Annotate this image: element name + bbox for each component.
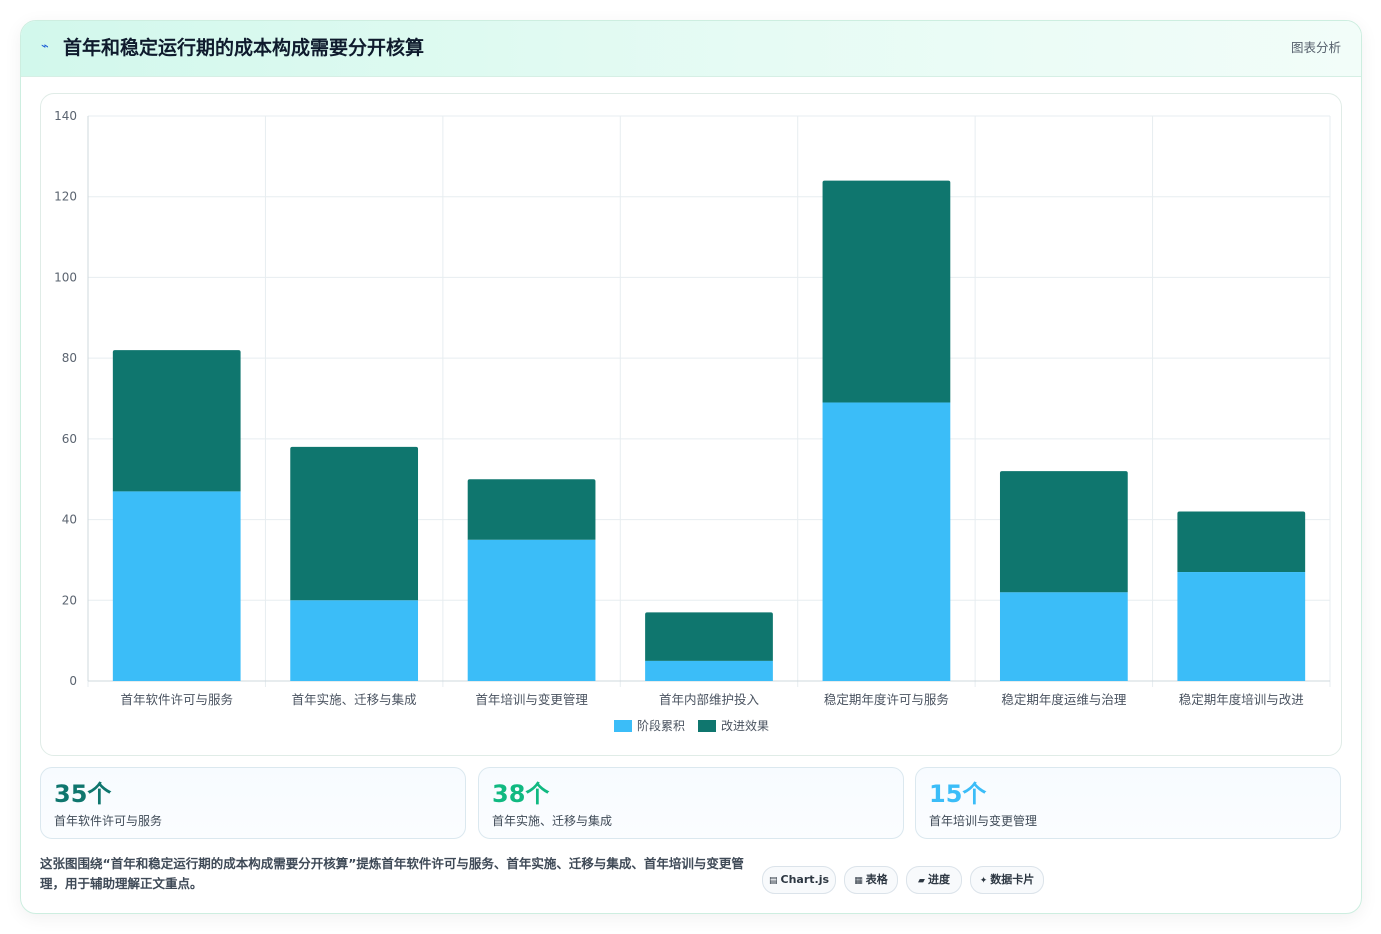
chart-card: ⌁ 首年和稳定运行期的成本构成需要分开核算 图表分析 0 20 40 60 80 100 1… — [20, 20, 1362, 914]
bar-segment-1 — [1177, 572, 1306, 681]
y-tick-label: 120 — [54, 190, 77, 204]
bar-segment-1 — [822, 402, 951, 681]
y-tick-label: 60 — [62, 432, 77, 446]
legend-swatch — [698, 720, 716, 732]
bar-segment-2 — [822, 180, 951, 403]
x-tick-label: 稳定期年度培训与改进 — [1179, 692, 1305, 707]
bar-segment-1 — [290, 600, 419, 681]
tag-chartjs[interactable]: ▤ Chart.js — [762, 866, 836, 894]
stat-value: 38个 — [492, 780, 550, 808]
y-tick-label: 0 — [69, 674, 77, 688]
x-tick-label: 首年内部维护投入 — [659, 692, 760, 707]
tag-table[interactable]: ▦ 表格 — [844, 866, 898, 894]
y-tick-label: 80 — [62, 351, 77, 365]
chart-icon: ▤ — [768, 876, 778, 886]
bar-segment-2 — [999, 471, 1128, 593]
sparkle-icon: ✦ — [979, 876, 988, 886]
y-tick-label: 40 — [62, 513, 77, 527]
stat-value: 35个 — [54, 780, 112, 808]
stat-cards: 35个 首年软件许可与服务 38个 首年实施、迁移与集成 15个 首年培训与变更… — [40, 767, 1342, 839]
tag-label: Chart.js — [780, 873, 830, 886]
y-tick-label: 20 — [62, 593, 77, 607]
tag-label: 表格 — [865, 873, 888, 886]
stat-label: 首年实施、迁移与集成 — [492, 814, 613, 828]
legend-label: 改进效果 — [721, 718, 769, 733]
stat-card-1: 35个 首年软件许可与服务 — [40, 767, 466, 839]
bar-segment-1 — [467, 539, 596, 681]
x-tick-label: 稳定期年度许可与服务 — [824, 692, 949, 707]
bar-segment-2 — [290, 446, 419, 601]
stat-label: 首年培训与变更管理 — [929, 814, 1038, 828]
bar-segment-1 — [112, 491, 241, 681]
tag-label: 数据卡片 — [990, 873, 1035, 886]
legend-swatch — [614, 720, 632, 732]
y-tick-label: 100 — [54, 270, 77, 284]
bar-segment-1 — [645, 660, 773, 681]
table-icon: ▦ — [854, 876, 863, 886]
stacked-bar-chart: 0 20 40 60 80 100 120 140 首年软件许可与服务 首年实施、迁移与集成 首年培… — [54, 109, 1331, 733]
tag-label: 进度 — [927, 873, 950, 886]
progress-icon: ▰ — [918, 876, 925, 886]
y-tick-label: 140 — [54, 109, 77, 123]
card-header: ⌁ 首年和稳定运行期的成本构成需要分开核算 图表分析 — [21, 21, 1361, 77]
bar-segment-1 — [999, 592, 1128, 681]
x-tick-label: 稳定期年度运维与治理 — [1001, 692, 1127, 707]
chart-panel: 0 20 40 60 80 100 120 140 首年软件许可与服务 首年实施、迁移与集成 首年培… — [40, 93, 1342, 756]
legend-label: 阶段累积 — [637, 718, 685, 733]
stat-value: 15个 — [929, 780, 987, 808]
chart-kind-label: 图表分析 — [1290, 40, 1341, 55]
page-title: 首年和稳定运行期的成本构成需要分开核算 — [63, 37, 425, 59]
bar-segment-2 — [1177, 511, 1306, 573]
tag-data-card[interactable]: ✦ 数据卡片 — [970, 866, 1044, 894]
x-tick-label: 首年培训与变更管理 — [475, 692, 588, 707]
chart-description: 这张图围绕“首年和稳定运行期的成本构成需要分开核算”提炼首年软件许可与服务、首年… — [40, 856, 744, 891]
tag-progress[interactable]: ▰ 进度 — [906, 866, 962, 894]
x-tick-label: 首年软件许可与服务 — [120, 692, 233, 707]
stat-card-2: 38个 首年实施、迁移与集成 — [478, 767, 904, 839]
x-tick-label: 首年实施、迁移与集成 — [292, 692, 417, 707]
stat-label: 首年软件许可与服务 — [54, 814, 163, 828]
bar-segment-2 — [467, 479, 596, 540]
sparkle-icon: ⌁ — [41, 39, 49, 54]
bar-segment-2 — [112, 350, 241, 492]
bar-segment-2 — [645, 612, 773, 661]
stat-card-3: 15个 首年培训与变更管理 — [915, 767, 1341, 839]
